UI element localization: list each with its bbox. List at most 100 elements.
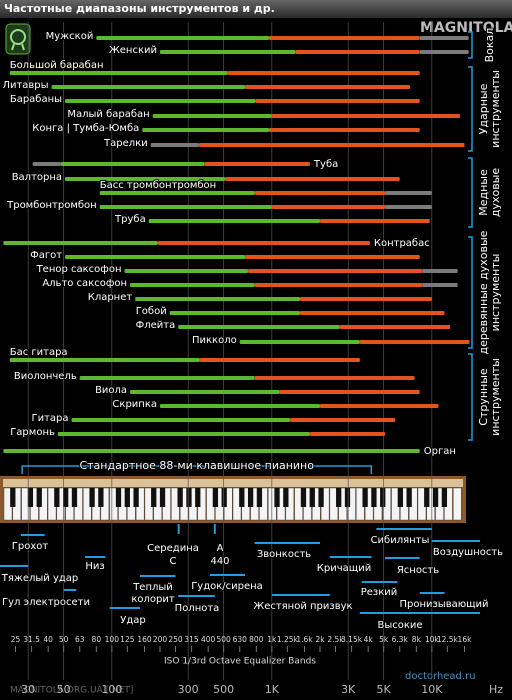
range-bar [79, 376, 255, 380]
group-label: духовые [489, 168, 502, 218]
black-key [318, 488, 324, 507]
band-label: 5k [379, 635, 389, 644]
range-bar [160, 404, 320, 408]
range-bar [271, 205, 386, 209]
range-bar [160, 50, 296, 54]
range-bar [157, 241, 370, 245]
x-tick-label: 100 [101, 683, 122, 696]
instrument-label: Орган [424, 446, 456, 457]
band-label: 1.6k [296, 635, 313, 644]
instrument-label: Туба [313, 159, 338, 170]
group-label: Струнные [477, 368, 490, 426]
range-bar [51, 85, 246, 89]
black-key [336, 488, 342, 507]
x-tick-label: 3K [341, 683, 356, 696]
range-bar [248, 269, 423, 273]
black-key [283, 488, 289, 507]
range-bar [169, 311, 301, 315]
range-bar [9, 358, 200, 362]
descriptor-label: Гудок/сирена [191, 581, 263, 592]
piano-octave-strip [3, 479, 463, 487]
black-key [362, 488, 368, 507]
group-label: деревянные духовые [477, 230, 490, 354]
band-label: 100 [105, 635, 120, 644]
x-tick-label: 30 [21, 683, 35, 696]
instrument-label: Басс тромбонтромбон [100, 180, 216, 191]
range-bar [60, 162, 205, 166]
black-key [27, 488, 34, 507]
group-bracket [468, 31, 473, 59]
range-bar [130, 283, 255, 287]
band-label: 250 [168, 635, 183, 644]
instrument-label: Валторна [12, 172, 62, 183]
instrument-label: Кларнет [88, 292, 133, 303]
range-bar [385, 205, 432, 209]
watermark: doctorhead.ru [405, 671, 476, 682]
range-bar [254, 191, 386, 195]
range-bar [300, 311, 445, 315]
group-bracket [468, 66, 473, 152]
range-bar [320, 219, 430, 223]
instrument-label: Большой барабан [10, 60, 104, 71]
band-label: 630 [233, 635, 248, 644]
band-label: 2k [315, 635, 325, 644]
black-key [186, 488, 192, 507]
descriptor-label: Звонкость [257, 549, 311, 560]
band-label: 4k [364, 635, 374, 644]
page-title: Частотные диапазоны инструментов и др. [4, 2, 275, 15]
descriptor-label: Пронизывающий [399, 599, 488, 610]
range-bar [268, 36, 420, 40]
range-bar [225, 177, 400, 181]
range-bar [124, 269, 249, 273]
group-label: Вокал [483, 28, 496, 63]
group-label: инструменты [489, 358, 502, 436]
range-bar [271, 114, 461, 118]
descriptor-label: Резкий [361, 587, 398, 598]
group-bracket [468, 157, 473, 228]
group-bracket [468, 236, 473, 349]
piano-bracket [21, 465, 373, 474]
range-bar [245, 85, 410, 89]
descriptor-label: Середина [147, 543, 199, 554]
range-bar [204, 162, 310, 166]
group-label: Ударные [477, 83, 490, 134]
range-bar [320, 404, 439, 408]
instrument-label: Гармонь [10, 427, 55, 438]
descriptor-label: Кричащий [317, 563, 371, 574]
instrument-label: Пикколо [192, 335, 237, 346]
black-key [397, 488, 403, 507]
range-bar [71, 418, 291, 422]
range-bar [32, 162, 61, 166]
black-key [247, 488, 254, 507]
instrument-label: Малый барабан [67, 109, 149, 120]
title-bar [0, 0, 512, 18]
black-key [406, 488, 412, 507]
instrument-label: Виолончель [14, 371, 77, 382]
descriptor-label: A [217, 543, 224, 554]
x-tick-label: 10K [421, 683, 443, 696]
piano-label: Стандартное 88-ми клавишное пианино [79, 459, 314, 472]
band-label: 160 [137, 635, 152, 644]
black-key [115, 488, 122, 507]
instrument-label: Труба [114, 214, 146, 225]
band-label: 2.5k [327, 635, 344, 644]
black-key [221, 488, 227, 507]
band-label: 8k [412, 635, 422, 644]
range-bar [245, 255, 420, 259]
range-bar [135, 297, 301, 301]
watermark: MAGNITOLA.ORG.UA [.NET] [10, 686, 133, 696]
range-bar [9, 71, 228, 75]
white-key [452, 487, 462, 521]
black-key [89, 488, 95, 507]
range-bar [290, 418, 396, 422]
black-key [98, 488, 104, 507]
black-key [63, 488, 69, 507]
instrument-label: Гитара [32, 413, 69, 424]
descriptor-label: Низ [85, 561, 104, 572]
band-label: 1.25k [277, 635, 299, 644]
band-label: 315 [184, 635, 199, 644]
descriptor-label: Воздушность [433, 547, 503, 558]
range-bar [268, 128, 420, 132]
instrument-label: Тарелки [103, 138, 148, 149]
